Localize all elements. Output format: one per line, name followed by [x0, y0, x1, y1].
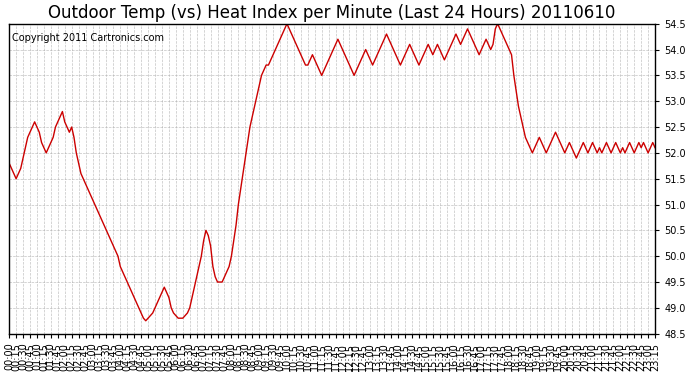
Title: Outdoor Temp (vs) Heat Index per Minute (Last 24 Hours) 20110610: Outdoor Temp (vs) Heat Index per Minute …: [48, 4, 615, 22]
Text: Copyright 2011 Cartronics.com: Copyright 2011 Cartronics.com: [12, 33, 164, 43]
